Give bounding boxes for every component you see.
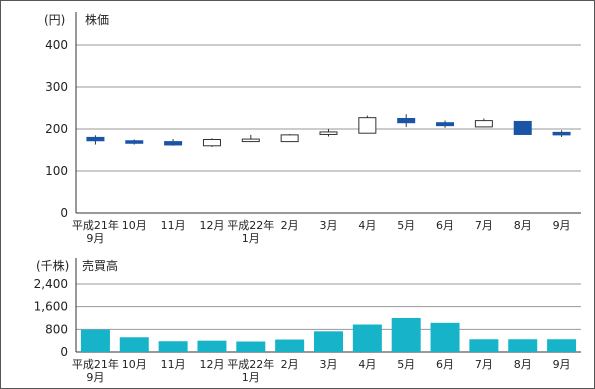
candle-body xyxy=(164,141,183,146)
volume-x-tick-label: 3月 xyxy=(320,358,338,371)
volume-x-tick-label: 10月 xyxy=(122,358,147,371)
volume-x-tick-label: 11月 xyxy=(161,358,186,371)
volume-y-tick-label: 2,400 xyxy=(34,277,68,291)
volume-x-tick-label: 平成22年 xyxy=(227,357,274,371)
candle-body xyxy=(280,134,299,143)
volume-bar xyxy=(314,331,343,352)
price-x-tick-label: 2月 xyxy=(281,219,299,232)
volume-x-tick-label: 平成21年 xyxy=(72,357,119,371)
candle-body xyxy=(513,120,532,135)
volume-y-tick-label: 800 xyxy=(45,322,68,336)
price-x-tick-label: 3月 xyxy=(320,219,338,232)
volume-bar xyxy=(275,339,305,352)
candle-body xyxy=(397,118,416,124)
price-y-tick-label: 200 xyxy=(45,122,68,136)
candle-body xyxy=(436,122,455,127)
candle-body xyxy=(552,131,571,136)
price-title: 株価 xyxy=(85,12,109,27)
volume-bar xyxy=(236,341,266,352)
candle-body xyxy=(319,131,338,135)
candle-body xyxy=(202,139,221,147)
price-x-tick-label-line2: 1月 xyxy=(242,232,260,245)
volume-x-tick-label-line2: 1月 xyxy=(242,371,260,384)
volume-bar xyxy=(547,339,577,352)
volume-x-tick-label-line2: 9月 xyxy=(86,371,104,384)
candle-body xyxy=(474,120,493,128)
volume-bar xyxy=(352,324,382,352)
price-y-tick-label: 300 xyxy=(45,80,68,94)
volume-x-tick-label: 4月 xyxy=(358,358,376,371)
price-x-tick-label: 7月 xyxy=(475,219,493,232)
volume-x-tick-label: 9月 xyxy=(553,358,571,371)
volume-y-tick-label: 0 xyxy=(60,345,68,359)
candle-body xyxy=(358,117,377,134)
volume-x-tick-label: 5月 xyxy=(397,358,415,371)
price-y-tick-label: 0 xyxy=(60,206,68,220)
volume-unit-label: (千株) xyxy=(36,258,69,273)
volume-bar xyxy=(430,322,460,352)
volume-bar xyxy=(80,329,110,352)
price-y-tick-label: 100 xyxy=(45,164,68,178)
volume-x-tick-label: 6月 xyxy=(436,358,454,371)
volume-bar xyxy=(469,339,499,352)
price-x-tick-label-line2: 9月 xyxy=(86,232,104,245)
volume-bar xyxy=(508,339,538,352)
candle-body xyxy=(86,136,105,142)
candle-body xyxy=(125,140,144,144)
volume-bar xyxy=(197,340,227,352)
volume-title: 売買高 xyxy=(82,258,118,273)
price-y-tick-label: 400 xyxy=(45,38,68,52)
price-x-tick-label: 5月 xyxy=(397,219,415,232)
volume-bar xyxy=(119,337,149,352)
candle-body xyxy=(241,138,260,143)
price-x-tick-label: 平成21年 xyxy=(72,218,119,232)
price-x-tick-label: 平成22年 xyxy=(227,218,274,232)
price-x-tick-label: 12月 xyxy=(199,219,224,232)
volume-bar xyxy=(391,318,421,352)
volume-bar xyxy=(158,341,188,352)
price-x-tick-label: 10月 xyxy=(122,219,147,232)
price-x-tick-label: 6月 xyxy=(436,219,454,232)
volume-x-tick-label: 2月 xyxy=(281,358,299,371)
price-x-tick-label: 4月 xyxy=(358,219,376,232)
price-x-tick-label: 9月 xyxy=(553,219,571,232)
price-x-tick-label: 11月 xyxy=(161,219,186,232)
price-x-tick-label: 8月 xyxy=(514,219,532,232)
volume-x-tick-label: 12月 xyxy=(199,358,224,371)
price-unit-label: (円) xyxy=(44,13,65,27)
volume-y-tick-label: 1,600 xyxy=(34,300,68,314)
volume-x-tick-label: 8月 xyxy=(514,358,532,371)
volume-x-tick-label: 7月 xyxy=(475,358,493,371)
